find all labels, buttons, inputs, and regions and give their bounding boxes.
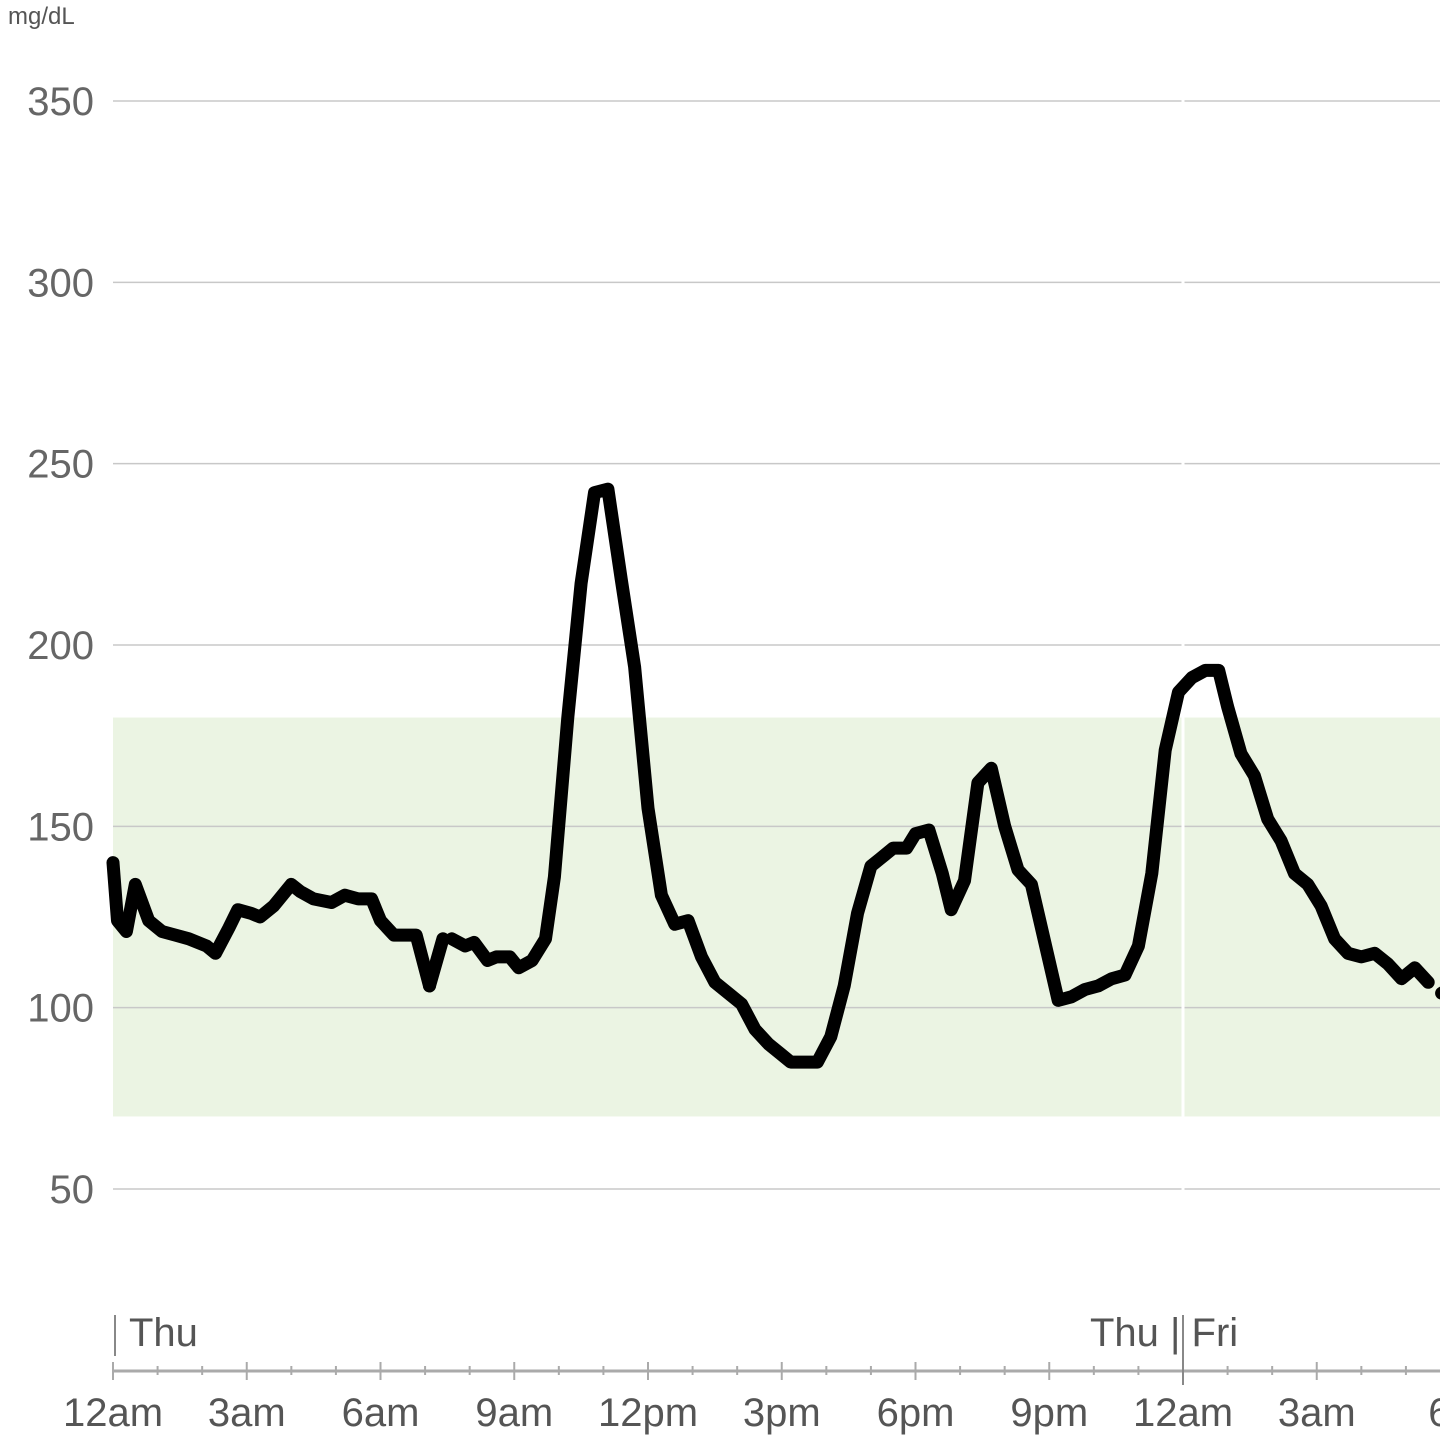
x-tick-label: 12am <box>63 1391 163 1435</box>
x-tick-label: 6am <box>342 1391 420 1435</box>
gridlines <box>113 0 1440 1250</box>
glucose-line-segment <box>106 856 436 993</box>
x-tick-label: 12pm <box>598 1391 698 1435</box>
y-tick-label: 350 <box>27 80 94 124</box>
x-tick-label: 12am <box>1133 1391 1233 1435</box>
day-label: Thu <box>129 1311 198 1355</box>
glucose-line-segment <box>445 482 1435 1069</box>
x-tick-label: 6pm <box>877 1391 955 1435</box>
x-tick-label: 3am <box>1278 1391 1356 1435</box>
y-unit-label: mg/dL <box>8 3 75 30</box>
x-tick-label: 3pm <box>743 1391 821 1435</box>
y-axis-ticks: 50 100 150 200 250 300 350 <box>27 80 94 1212</box>
x-tick-label: 6a <box>1428 1391 1440 1435</box>
x-tick-label: 9am <box>475 1391 553 1435</box>
y-tick-label: 300 <box>27 261 94 305</box>
x-tick-label: 3am <box>208 1391 286 1435</box>
y-tick-label: 200 <box>27 624 94 668</box>
glucose-line-segment <box>423 932 450 993</box>
y-tick-label: 150 <box>27 805 94 849</box>
y-tick-label: 100 <box>27 987 94 1031</box>
x-axis: 12am 3am 6am 9am 12pm 3pm 6pm 9pm 12am 3am 6a Thu Th… <box>63 1311 1440 1435</box>
x-tick-label: 9pm <box>1010 1391 1088 1435</box>
day-label: Thu | Fri <box>1090 1311 1238 1355</box>
y-tick-label: 250 <box>27 443 94 487</box>
y-tick-label: 50 <box>50 1168 95 1212</box>
glucose-trace <box>106 482 1440 1069</box>
